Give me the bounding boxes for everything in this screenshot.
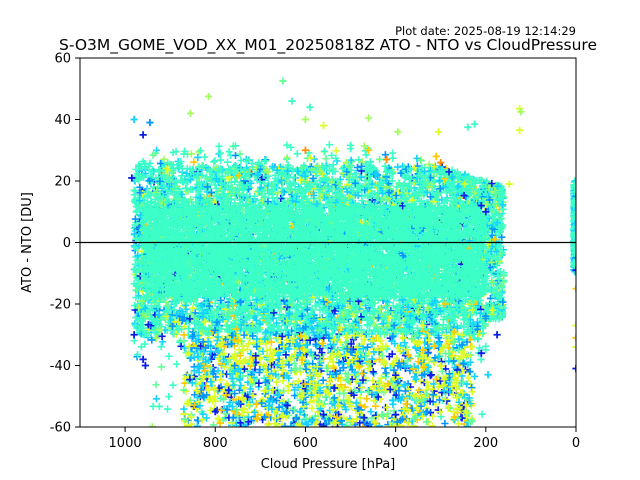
plot-date-label: Plot date: 2025-08-19 12:14:29 [395,24,576,38]
data-point [216,156,225,164]
data-point [225,148,233,156]
data-point [169,381,177,389]
data-point [498,233,506,241]
chart-title: S-O3M_GOME_VOD_XX_M01_20250818Z ATO - NT… [59,36,597,55]
data-point [471,372,479,381]
data-point [355,156,363,164]
data-points [128,77,576,427]
